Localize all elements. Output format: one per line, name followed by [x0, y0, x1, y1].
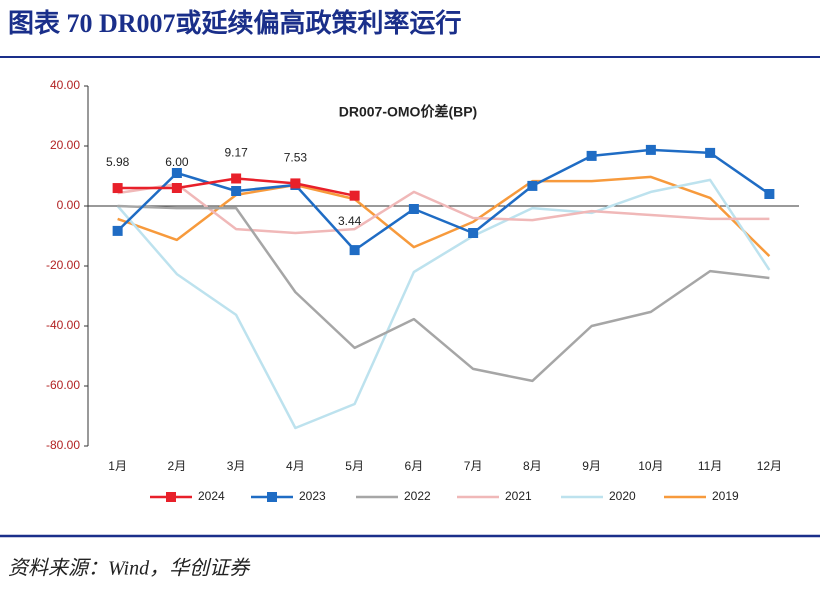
- point-marker: [112, 225, 123, 236]
- legend-label: 2020: [609, 489, 636, 503]
- x-tick-label: 1月: [108, 459, 127, 473]
- legend-label: 2021: [505, 489, 532, 503]
- data-label: 5.98: [106, 155, 130, 169]
- y-tick-label: -60.00: [46, 378, 80, 392]
- point-marker: [171, 183, 182, 193]
- point-marker: [290, 178, 301, 189]
- legend-marker: [166, 492, 176, 502]
- figure-title: 图表 70 DR007或延续偏高政策利率运行: [8, 8, 462, 38]
- y-tick-label: 20.00: [50, 138, 80, 152]
- series-line: [117, 182, 770, 235]
- data-label: 3.44: [338, 214, 362, 228]
- point-marker: [705, 147, 716, 158]
- x-tick-label: 12月: [757, 459, 782, 473]
- series-line: [117, 175, 771, 257]
- legend-label: 2023: [299, 489, 326, 503]
- point-marker: [231, 186, 242, 196]
- point-marker: [349, 245, 360, 256]
- point-marker: [408, 204, 419, 214]
- point-marker: [349, 190, 360, 201]
- x-tick-label: 7月: [464, 459, 483, 473]
- legend-marker: [267, 492, 277, 502]
- x-tick-label: 4月: [286, 459, 305, 473]
- point-marker: [468, 228, 479, 238]
- x-tick-label: 11月: [698, 459, 722, 473]
- y-tick-label: 40.00: [50, 78, 80, 92]
- data-label: 6.00: [165, 155, 189, 169]
- legend-label: 2019: [712, 489, 739, 503]
- x-tick-label: 6月: [405, 459, 424, 473]
- x-tick-label: 2月: [168, 459, 187, 473]
- point-marker: [527, 180, 538, 191]
- point-marker: [645, 144, 656, 155]
- legend-label: 2022: [404, 489, 431, 503]
- x-tick-label: 8月: [523, 459, 542, 473]
- legend-label: 2024: [198, 489, 225, 503]
- point-marker: [231, 173, 242, 184]
- point-marker: [171, 168, 182, 178]
- y-tick-label: -80.00: [46, 438, 80, 452]
- point-marker: [586, 150, 597, 161]
- point-marker: [764, 189, 775, 199]
- x-tick-label: 9月: [582, 459, 601, 473]
- x-tick-label: 5月: [345, 459, 364, 473]
- y-tick-label: 0.00: [57, 198, 81, 212]
- data-label: 7.53: [284, 151, 308, 165]
- x-tick-label: 10月: [638, 459, 663, 473]
- series-line: [116, 148, 771, 252]
- chart-title: DR007-OMO价差(BP): [339, 104, 477, 120]
- data-label: 9.17: [224, 146, 248, 160]
- y-tick-label: -40.00: [46, 318, 80, 332]
- series-line: [117, 204, 770, 383]
- source-note: 资料来源：Wind，华创证券: [8, 558, 251, 580]
- y-tick-label: -20.00: [46, 258, 80, 272]
- x-tick-label: 3月: [227, 459, 246, 473]
- point-marker: [112, 183, 123, 194]
- series-line: [116, 178, 771, 430]
